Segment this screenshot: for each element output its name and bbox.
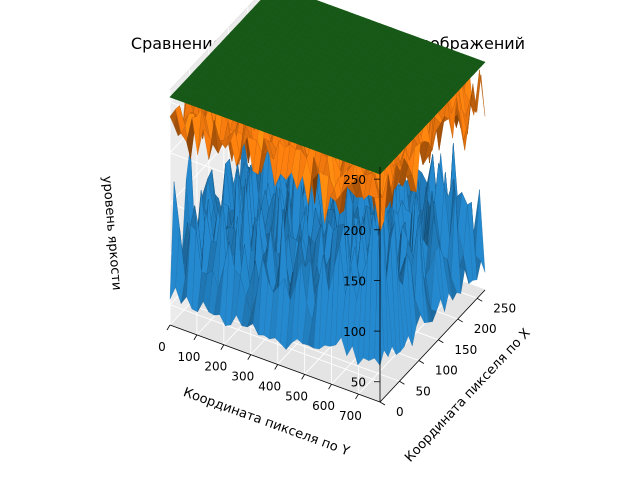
z-tick-label: 50 bbox=[351, 376, 366, 390]
y-tick-tick bbox=[247, 354, 252, 360]
y-axis-label: Координата пикселя по Y bbox=[181, 385, 351, 459]
surface-orange-facet bbox=[374, 197, 385, 233]
y-axis-line bbox=[169, 324, 381, 403]
x-tick-label: 50 bbox=[415, 384, 430, 398]
z-tick-label: 150 bbox=[343, 274, 366, 288]
x-tick-tick bbox=[477, 297, 483, 302]
y-tick-tick bbox=[220, 344, 225, 350]
x-tick-label: 0 bbox=[396, 405, 404, 419]
y-tick-label: 100 bbox=[177, 350, 200, 364]
z-tick-label: 100 bbox=[343, 325, 366, 339]
y-tick-tick bbox=[328, 384, 332, 390]
x-axis-line bbox=[379, 289, 486, 403]
y-tick-label: 300 bbox=[231, 370, 254, 384]
y-tick-tick bbox=[274, 364, 279, 370]
y-tick-label: 600 bbox=[312, 399, 335, 413]
surfaces bbox=[169, 0, 486, 366]
y-tick-label: 0 bbox=[158, 340, 166, 354]
axes-lines-and-ticks: 0 50 100 150 200 250 0 100 200 300 400 500 600 700 50 1… bbox=[158, 167, 516, 423]
y-tick-label: 500 bbox=[285, 389, 308, 403]
x-tick-tick bbox=[399, 380, 405, 385]
surface-green bbox=[169, 0, 486, 175]
z-axis-label: уровень яркости bbox=[99, 175, 124, 291]
x-tick-label: 250 bbox=[493, 301, 516, 315]
y-tick-tick bbox=[355, 393, 359, 400]
y-tick-label: 200 bbox=[204, 360, 227, 374]
x-tick-tick bbox=[457, 318, 463, 323]
x-tick-label: 200 bbox=[474, 322, 497, 336]
surface-blue-facet bbox=[374, 237, 385, 366]
y-tick-tick bbox=[301, 374, 305, 380]
x-tick-tick bbox=[418, 360, 425, 364]
x-tick-tick bbox=[379, 401, 386, 406]
x-tick-label: 150 bbox=[454, 343, 477, 357]
z-tick-label: 200 bbox=[343, 224, 366, 238]
z-tick-label: 250 bbox=[343, 173, 366, 187]
y-tick-tick bbox=[193, 334, 198, 341]
grid-z-left bbox=[169, 304, 381, 383]
surface-green-facet bbox=[373, 167, 385, 175]
y-tick-label: 400 bbox=[258, 379, 281, 393]
y-tick-label: 700 bbox=[339, 409, 362, 423]
x-tick-label: 100 bbox=[435, 364, 458, 378]
y-tick-tick bbox=[166, 324, 171, 331]
x-tick-tick bbox=[438, 339, 444, 344]
